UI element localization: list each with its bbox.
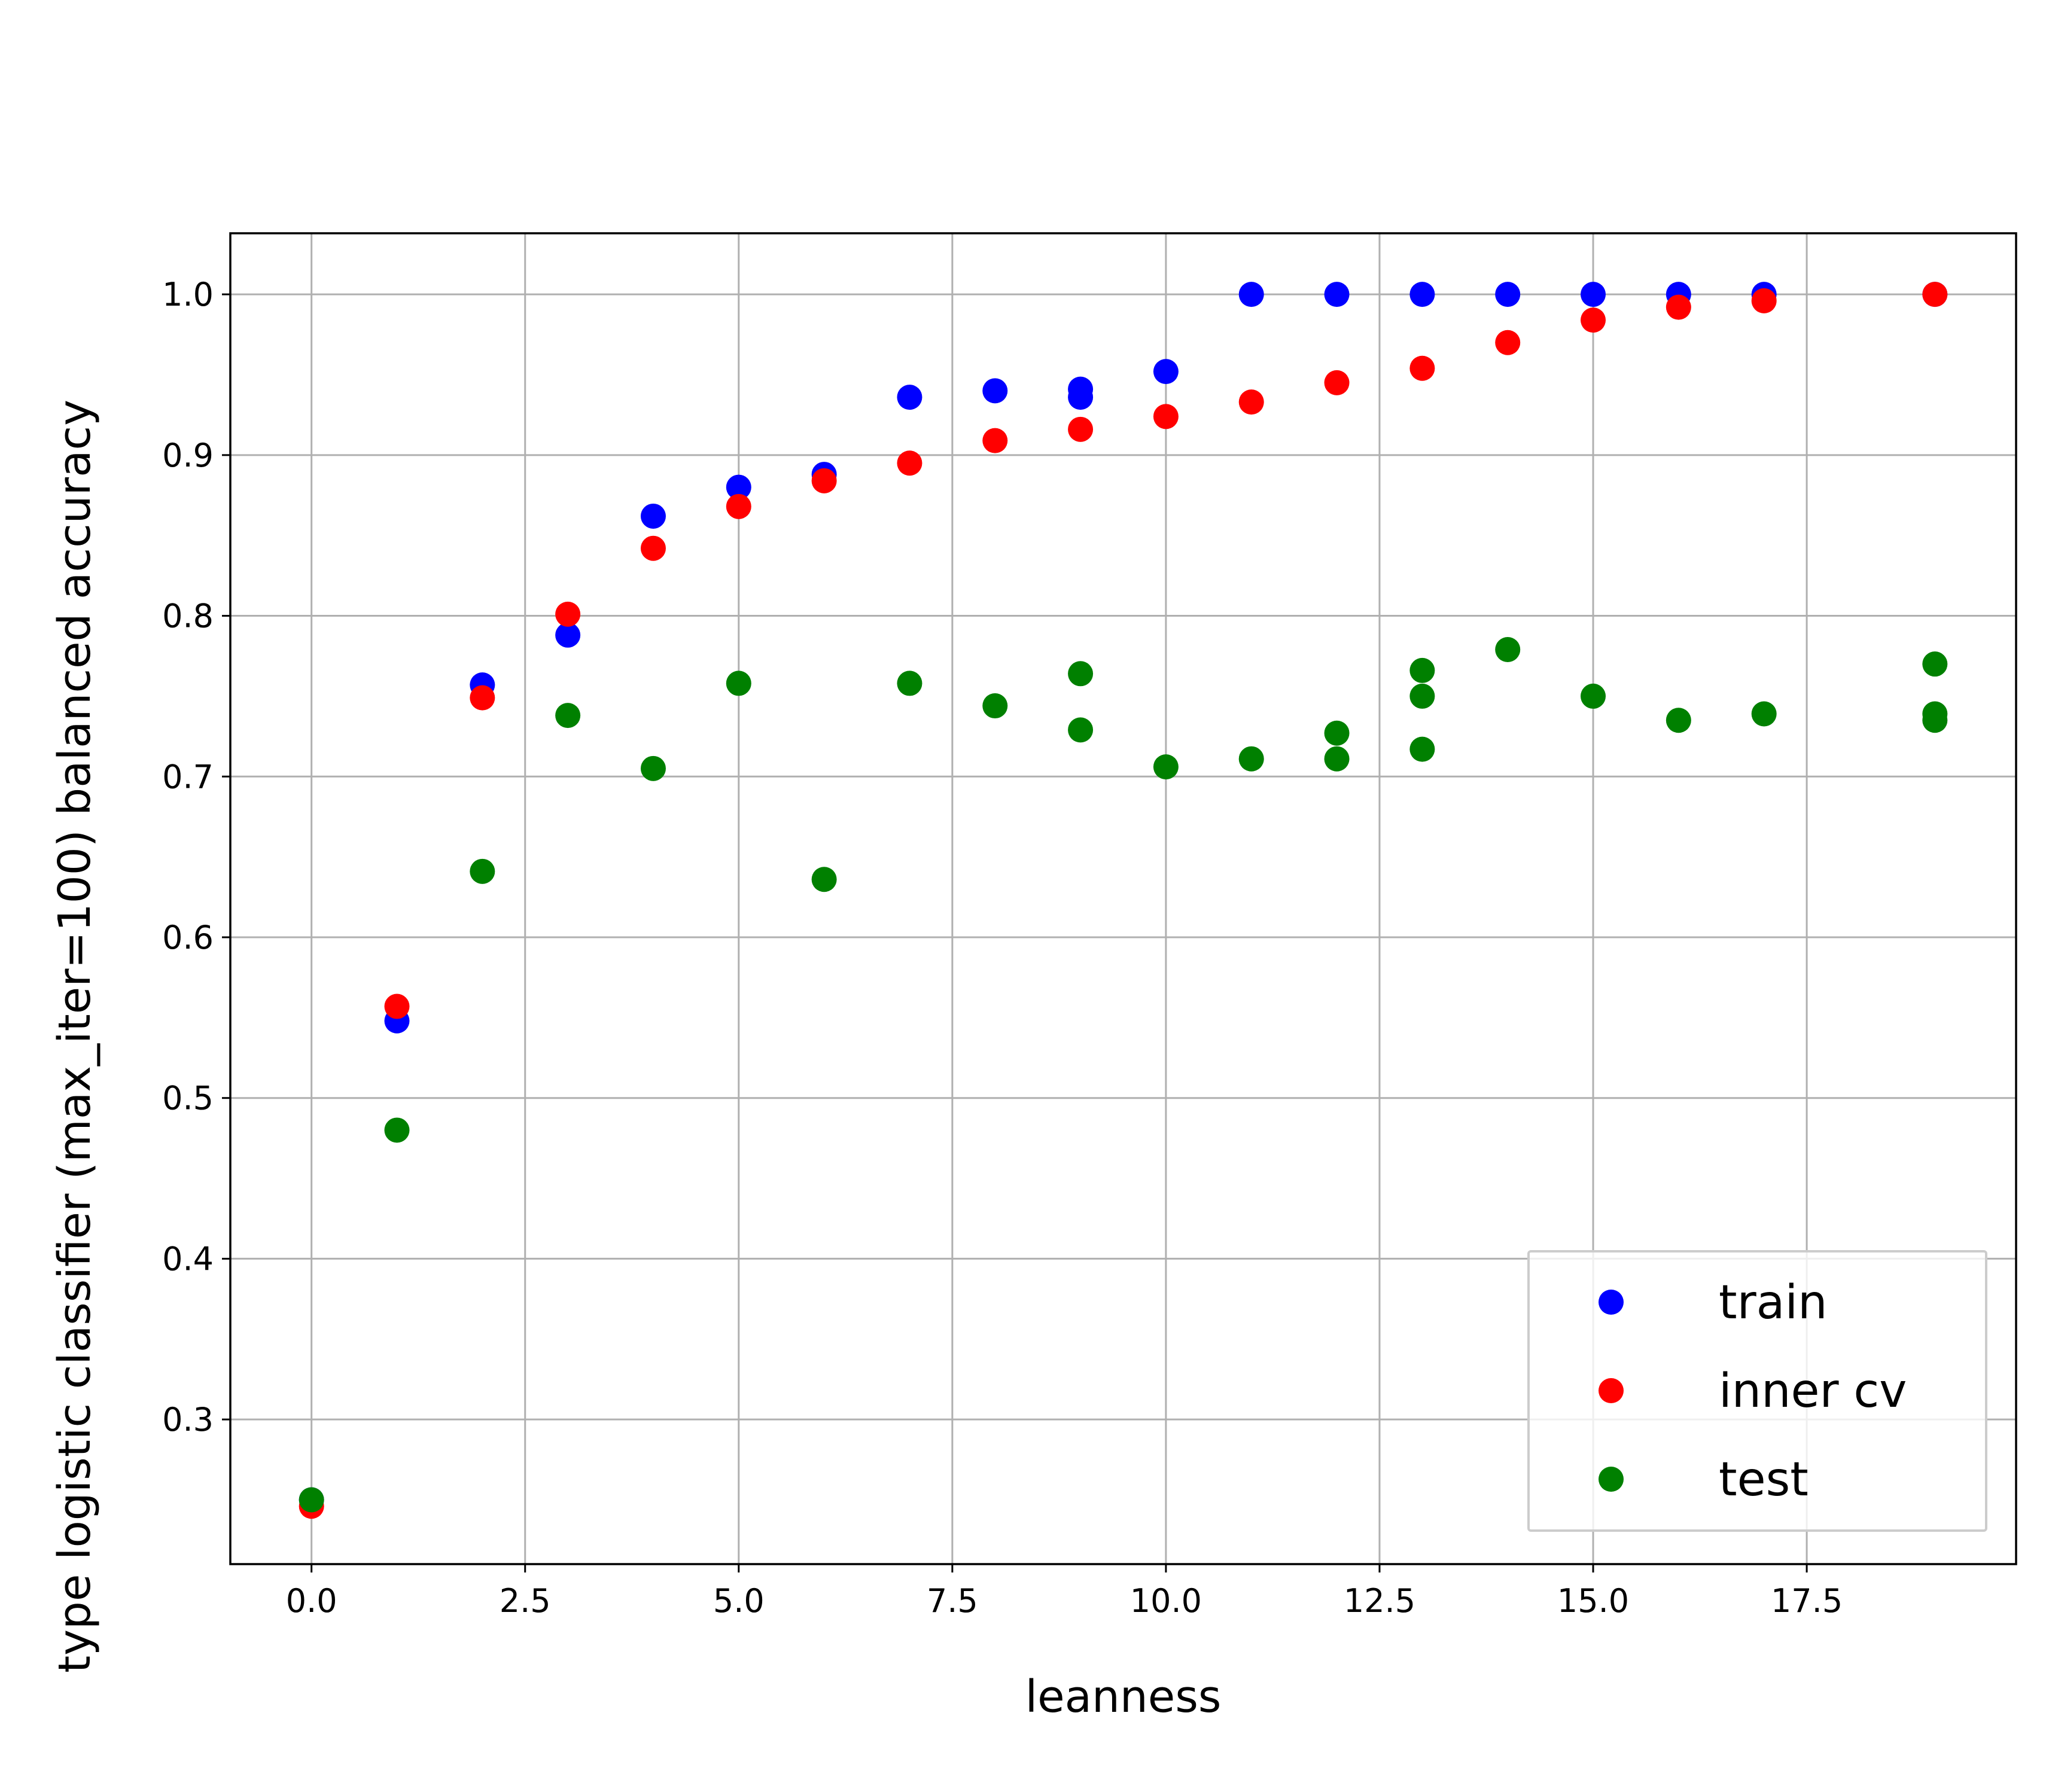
point-test xyxy=(1324,746,1350,772)
point-test xyxy=(555,703,581,729)
y-tick-label: 1.0 xyxy=(162,276,214,313)
legend-marker-inner-cv xyxy=(1599,1378,1624,1403)
point-inner-cv xyxy=(555,601,581,627)
point-train xyxy=(897,385,922,410)
point-train xyxy=(1324,282,1350,307)
point-test xyxy=(1922,651,1948,677)
y-axis-ticks: 0.3 0.4 0.5 0.6 0.7 0.8 0.9 1.0 xyxy=(162,276,230,1439)
point-inner-cv xyxy=(1153,404,1179,429)
point-train xyxy=(1068,385,1094,410)
y-tick-label: 0.9 xyxy=(162,437,214,474)
point-inner-cv xyxy=(1751,288,1777,313)
y-tick-label: 0.4 xyxy=(162,1240,214,1278)
point-test xyxy=(640,755,666,781)
point-train xyxy=(555,622,581,648)
point-inner-cv xyxy=(1238,389,1264,415)
point-test xyxy=(1409,683,1435,709)
point-train xyxy=(1238,282,1264,307)
point-test xyxy=(1068,717,1094,743)
grid-lines xyxy=(230,233,2016,1564)
point-inner-cv xyxy=(384,993,410,1019)
y-axis-label: type logistic classifier (max_iter=100) … xyxy=(49,400,101,1673)
point-test xyxy=(726,671,751,696)
point-test xyxy=(1409,736,1435,762)
legend-label-train: train xyxy=(1719,1276,1828,1330)
point-inner-cv xyxy=(640,535,666,561)
y-tick-label: 0.7 xyxy=(162,758,214,796)
point-inner-cv xyxy=(1495,330,1521,355)
point-train xyxy=(1581,282,1606,307)
point-test xyxy=(1068,661,1094,687)
y-tick-label: 0.3 xyxy=(162,1401,214,1439)
x-tick-label: 17.5 xyxy=(1771,1582,1843,1620)
point-train xyxy=(640,503,666,529)
x-axis-label: leanness xyxy=(1025,1671,1222,1723)
point-test xyxy=(811,867,837,892)
point-test xyxy=(897,671,922,696)
point-train xyxy=(982,378,1008,404)
y-tick-label: 0.8 xyxy=(162,598,214,635)
point-inner-cv xyxy=(1666,294,1691,320)
point-inner-cv xyxy=(470,685,495,711)
x-axis-ticks: 0.0 2.5 5.0 7.5 10.0 12.5 15.0 17.5 xyxy=(286,1564,1843,1620)
point-inner-cv xyxy=(811,468,837,493)
legend-marker-test xyxy=(1599,1467,1624,1492)
legend-label-inner-cv: inner cv xyxy=(1719,1364,1907,1418)
point-inner-cv xyxy=(1068,416,1094,442)
x-tick-label: 0.0 xyxy=(286,1582,337,1620)
legend-box xyxy=(1527,1250,1987,1532)
legend-label-test: test xyxy=(1719,1453,1808,1507)
point-test xyxy=(1238,746,1264,772)
point-test xyxy=(1581,683,1606,709)
point-test xyxy=(982,693,1008,719)
y-tick-label: 0.6 xyxy=(162,919,214,956)
point-train xyxy=(1153,359,1179,385)
point-test xyxy=(299,1487,324,1513)
point-test xyxy=(1666,708,1691,733)
data-points xyxy=(299,282,1948,1519)
point-train xyxy=(726,474,751,500)
x-tick-label: 5.0 xyxy=(713,1582,765,1620)
point-inner-cv xyxy=(726,493,751,519)
point-train xyxy=(1495,282,1521,307)
point-inner-cv xyxy=(1922,282,1948,307)
y-tick-label: 0.5 xyxy=(162,1080,214,1117)
point-test xyxy=(1495,636,1521,662)
x-tick-label: 7.5 xyxy=(927,1582,978,1620)
point-test xyxy=(1922,708,1948,733)
legend-marker-train xyxy=(1599,1290,1624,1315)
point-inner-cv xyxy=(897,450,922,476)
point-train xyxy=(1409,282,1435,307)
x-tick-label: 2.5 xyxy=(500,1582,551,1620)
point-inner-cv xyxy=(1409,355,1435,381)
point-inner-cv xyxy=(1324,370,1350,395)
x-tick-label: 15.0 xyxy=(1557,1582,1629,1620)
point-inner-cv xyxy=(1581,307,1606,333)
plot-frame xyxy=(229,232,2017,1565)
point-test xyxy=(384,1117,410,1143)
x-tick-label: 12.5 xyxy=(1344,1582,1415,1620)
x-tick-label: 10.0 xyxy=(1130,1582,1202,1620)
point-inner-cv xyxy=(982,428,1008,453)
point-test xyxy=(1153,754,1179,780)
point-test xyxy=(1409,657,1435,683)
point-test xyxy=(470,858,495,884)
point-test xyxy=(1324,720,1350,746)
point-test xyxy=(1751,701,1777,727)
legend: train inner cv test xyxy=(1527,1250,1987,1532)
